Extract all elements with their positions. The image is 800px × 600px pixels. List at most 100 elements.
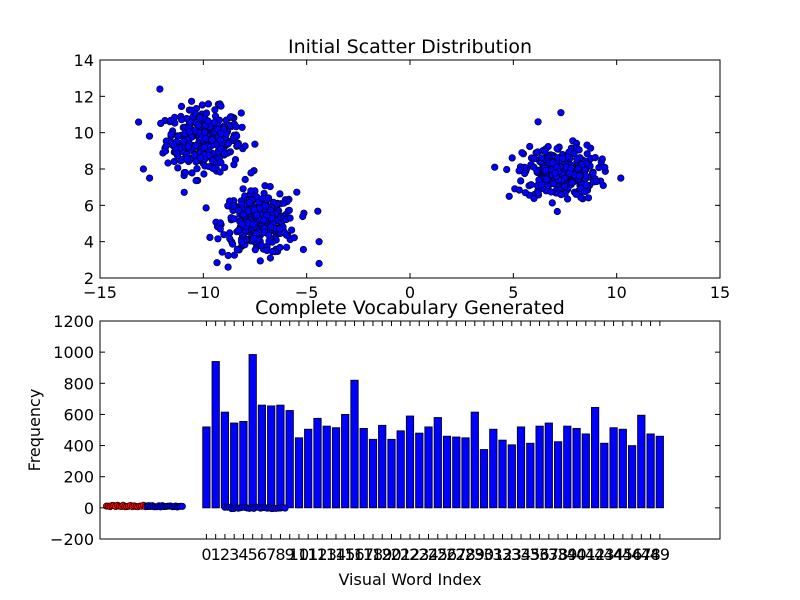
scatter-point-919 [156, 85, 164, 93]
scatter-x-tick-label: −5 [295, 283, 319, 302]
scatter-point-597 [216, 225, 224, 233]
scatter-point-444 [213, 259, 221, 267]
scatter-point-658 [553, 207, 561, 216]
scatter-point-317 [178, 116, 186, 124]
scatter-point-713 [521, 189, 530, 197]
scatter-x-tick-label: 0 [405, 283, 415, 302]
bar-2 [220, 411, 229, 509]
marker-point-black [281, 504, 289, 512]
bar-y-tick-label: 1000 [53, 343, 94, 362]
scatter-point-122 [157, 119, 165, 127]
scatter-y-tick-label: 10 [74, 124, 94, 143]
scatter-point-414 [283, 243, 291, 251]
scatter-point-929 [557, 109, 565, 117]
bar-22 [405, 415, 415, 509]
bar-x-tick-label: 33 [502, 545, 522, 564]
scatter-title: Initial Scatter Distribution [288, 36, 532, 58]
scatter-point-590 [216, 219, 224, 227]
bar-x-tick-label: 12 [307, 545, 327, 564]
bar-19 [378, 424, 387, 509]
bar-y-tick-label: 600 [63, 405, 94, 424]
scatter-point-795 [598, 155, 606, 163]
bar-x-tick-label: 23 [409, 545, 429, 564]
bar-x-tick-label: 10 [289, 545, 309, 564]
scatter-point-530 [299, 245, 308, 254]
bar-x-tick-label: 14 [326, 545, 346, 564]
scatter-point-613 [288, 226, 296, 234]
scatter-point-612 [250, 235, 258, 243]
scatter-point-418 [206, 233, 214, 241]
bar-x-tick-label: 19 [372, 545, 392, 564]
scatter-point-560 [266, 254, 275, 262]
scatter-point-564 [299, 212, 307, 221]
scatter-point-790 [526, 142, 534, 151]
marker-point-blue [178, 502, 186, 510]
scatter-point-244 [145, 132, 154, 140]
bar-x-tick-label: 41 [576, 545, 596, 564]
scatter-point-443 [214, 235, 222, 243]
bar-10 [294, 437, 304, 509]
scatter-point-284 [184, 143, 192, 151]
bar-x-tick-label: 13 [317, 545, 337, 564]
scatter-point-241 [221, 150, 229, 158]
bar-x-tick-label: 40 [566, 545, 586, 564]
bar-31 [489, 428, 498, 509]
bar-x-tick-label: 32 [492, 545, 512, 564]
scatter-point-860 [547, 188, 555, 196]
bar-17 [359, 427, 368, 509]
scatter-point-868 [515, 167, 523, 175]
bar-3 [230, 422, 239, 509]
bar-43 [600, 442, 609, 509]
bar-49 [655, 435, 664, 509]
bar-marker-points [103, 501, 289, 513]
bar-x-tick-label: 24 [418, 545, 438, 564]
scatter-point-285 [192, 177, 200, 185]
bar-x-tick-label: 15 [335, 545, 355, 564]
bar-x-tick-label: 17 [354, 545, 374, 564]
scatter-y-tick-label: 14 [74, 51, 94, 70]
scatter-point-585 [265, 194, 273, 202]
scatter-point-872 [589, 169, 597, 177]
scatter-x-tick-label: 10 [606, 283, 626, 302]
scatter-point-909 [537, 154, 546, 162]
scatter-point-819 [572, 190, 580, 198]
scatter-y-ticks: 2 4 6 8 10 12 14 [74, 51, 720, 288]
bar-x-tick-label: 42 [585, 545, 605, 564]
scatter-point-908 [538, 181, 546, 189]
scatter-y-tick-label: 2 [84, 269, 94, 288]
scatter-point-616 [253, 211, 261, 219]
scatter-point-307 [200, 143, 208, 151]
bar-37 [544, 422, 553, 509]
bar-28 [461, 437, 470, 509]
scatter-point-297 [194, 121, 202, 129]
scatter-point-570 [293, 188, 301, 196]
scatter-point-594 [275, 225, 284, 233]
scatter-point-296 [187, 106, 195, 114]
bar-y-tick-label: 200 [63, 468, 94, 487]
scatter-point-883 [549, 179, 557, 188]
scatter-y-tick-label: 6 [84, 196, 94, 215]
bar-x-tick-label: 6 [257, 545, 267, 564]
scatter-point-490 [266, 183, 274, 191]
scatter-point-272 [224, 140, 232, 148]
bar-x-tick-label: 3 [229, 545, 239, 564]
scatter-point-468 [276, 190, 284, 198]
bar-y-tick-label: −200 [50, 530, 94, 549]
bar-x-tick-label: 18 [363, 545, 383, 564]
bar-x-tick-label: 25 [428, 545, 448, 564]
scatter-point-557 [251, 246, 259, 254]
scatter-point-911 [581, 188, 589, 196]
bar-x-tick-label: 8 [275, 545, 285, 564]
scatter-point-20 [221, 163, 229, 171]
scatter-point-300 [216, 136, 224, 144]
scatter-point-223 [251, 140, 259, 148]
bar-x-tick-label: 16 [344, 545, 364, 564]
bar-44 [609, 427, 618, 509]
scatter-point-329 [218, 248, 226, 256]
bar-x-tick-label: 5 [248, 545, 258, 564]
bar-42 [591, 406, 600, 509]
scatter-point-98 [177, 102, 186, 110]
bar-5 [248, 354, 257, 509]
